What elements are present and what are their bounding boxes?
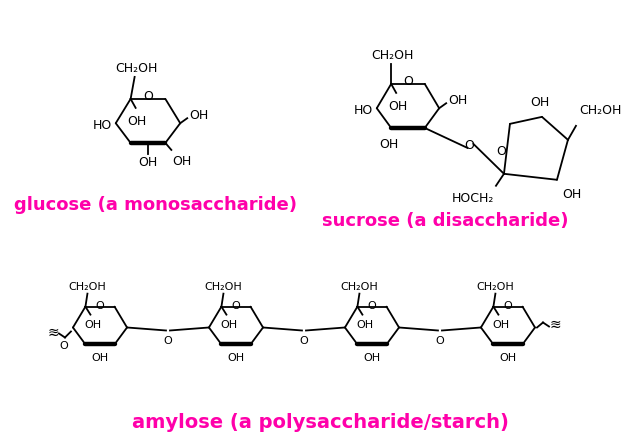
Text: O: O [496, 146, 506, 158]
Text: O: O [504, 301, 513, 311]
Text: CH₂OH: CH₂OH [115, 62, 158, 75]
Text: OH: OH [85, 319, 102, 329]
Text: CH₂OH: CH₂OH [371, 49, 413, 62]
Text: O: O [465, 139, 474, 153]
Text: OH: OH [531, 96, 550, 109]
Text: CH₂OH: CH₂OH [68, 282, 106, 291]
Text: OH: OH [364, 354, 381, 364]
Text: CH₂OH: CH₂OH [205, 282, 243, 291]
Text: O: O [436, 336, 444, 347]
Text: CH₂OH: CH₂OH [477, 282, 515, 291]
Text: O: O [300, 336, 308, 347]
Text: ≋: ≋ [47, 326, 59, 340]
Text: OH: OH [493, 319, 510, 329]
Text: OH: OH [388, 100, 408, 113]
Text: OH: OH [380, 138, 399, 151]
Text: O: O [367, 301, 376, 311]
Text: HOCH₂: HOCH₂ [452, 192, 494, 205]
Text: amylose (a polysaccharide/starch): amylose (a polysaccharide/starch) [132, 413, 508, 431]
Text: CH₂OH: CH₂OH [340, 282, 378, 291]
Text: OH: OH [227, 354, 244, 364]
Text: glucose (a monosaccharide): glucose (a monosaccharide) [14, 196, 297, 214]
Text: OH: OH [138, 156, 157, 169]
Text: HO: HO [93, 119, 112, 132]
Text: O: O [164, 336, 172, 347]
Text: O: O [60, 341, 68, 351]
Text: OH: OH [189, 109, 209, 122]
Text: O: O [95, 301, 104, 311]
Text: O: O [143, 90, 153, 104]
Text: CH₂OH: CH₂OH [579, 104, 621, 117]
Text: OH: OH [499, 354, 516, 364]
Text: O: O [403, 76, 413, 88]
Text: O: O [232, 301, 241, 311]
Text: sucrose (a disaccharide): sucrose (a disaccharide) [322, 212, 568, 230]
Text: OH: OH [357, 319, 374, 329]
Text: OH: OH [127, 115, 147, 128]
Text: OH: OH [221, 319, 238, 329]
Text: OH: OH [92, 354, 109, 364]
Text: OH: OH [448, 94, 467, 107]
Text: OH: OH [562, 188, 581, 201]
Text: HO: HO [353, 104, 372, 117]
Text: OH: OH [172, 155, 191, 168]
Text: ≋: ≋ [549, 318, 561, 332]
